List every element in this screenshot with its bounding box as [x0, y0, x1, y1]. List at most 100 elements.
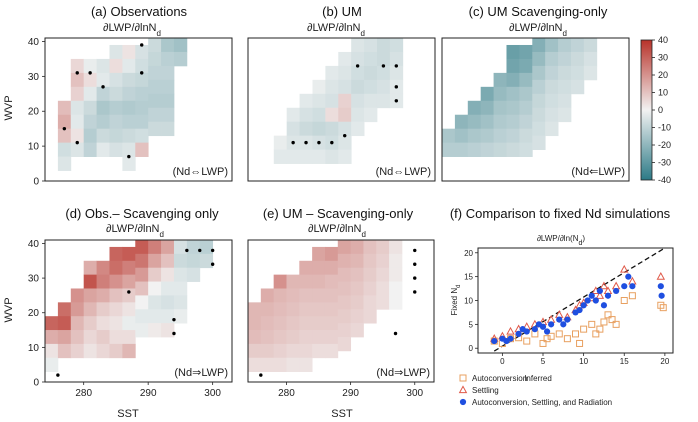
- panel-um: (b) UM ∂LWP/∂lnNd (Nd⇔LWP): [247, 4, 436, 182]
- heatmap-cells: [442, 38, 598, 157]
- heatmap-cell: [467, 100, 482, 116]
- heatmap-cell: [389, 240, 403, 255]
- heatmap-cell: [122, 128, 136, 144]
- significance-dot: [413, 290, 417, 294]
- significance-dot: [198, 248, 202, 253]
- x-tick-label: 20: [660, 357, 669, 366]
- data-point-circle: [576, 306, 583, 314]
- heatmap-cell: [286, 121, 300, 137]
- heatmap-cell: [109, 302, 123, 317]
- x-tick-label: 300: [406, 388, 423, 399]
- heatmap-cell: [338, 65, 352, 81]
- heatmap-cell: [350, 323, 364, 338]
- data-point-triangle: [620, 264, 629, 273]
- panel-title: (e) UM – Scavenging-only: [263, 206, 414, 221]
- heatmap-cell: [96, 142, 110, 157]
- heatmap-cell: [135, 72, 149, 88]
- heatmap-cell: [161, 79, 175, 95]
- y-tick-label: 0: [33, 378, 39, 389]
- heatmap-cell: [506, 44, 520, 60]
- heatmap-cell: [45, 357, 59, 373]
- heatmap-cell: [350, 281, 364, 296]
- annotation-label: (Nd⇒LWP): [376, 367, 430, 379]
- heatmap-cell: [83, 86, 97, 102]
- heatmap-cell: [70, 114, 85, 130]
- significance-dots: [259, 248, 417, 377]
- heatmap-cell: [109, 142, 123, 157]
- heatmap-cell: [70, 100, 85, 116]
- data-point-square: [659, 304, 667, 312]
- heatmap-cell: [389, 51, 404, 67]
- heatmap-cell: [161, 281, 175, 296]
- heatmap-cell: [83, 330, 97, 345]
- heatmap-cell: [57, 316, 72, 331]
- heatmap-cell: [83, 302, 97, 317]
- heatmap-cell: [583, 65, 598, 81]
- heatmap-cell: [299, 316, 313, 331]
- heatmap-cell: [109, 316, 123, 331]
- heatmap-cell: [148, 51, 162, 67]
- heatmap-cell: [376, 79, 391, 95]
- heatmap-cell: [148, 309, 162, 324]
- heatmap-cell: [273, 288, 287, 303]
- heatmap-cell: [389, 281, 403, 296]
- significance-dot: [101, 85, 105, 89]
- heatmap-cell: [324, 260, 339, 276]
- heatmap-cell: [83, 58, 97, 74]
- heatmap-cell: [96, 302, 110, 317]
- data-point-square: [604, 311, 612, 319]
- heatmap-cell: [337, 267, 352, 282]
- y-tick-label: 40: [28, 239, 40, 250]
- x-tick-label: 15: [620, 357, 629, 366]
- heatmap-cell: [312, 107, 326, 123]
- heatmap-cell: [324, 330, 339, 345]
- heatmap-cell: [96, 288, 110, 303]
- x-tick-labels: 0 5 10 15 20: [500, 353, 670, 366]
- data-point-circle: [523, 328, 530, 335]
- heatmap-cell: [583, 51, 598, 67]
- significance-dot: [394, 99, 399, 103]
- heatmap-cell: [260, 343, 275, 359]
- heatmap-cell: [109, 100, 123, 116]
- heatmap-cell: [545, 79, 559, 95]
- panel-fixed-nd-comparison: (f) Comparison to fixed Nd simulations ∂…: [450, 206, 674, 407]
- heatmap-cell: [364, 51, 378, 67]
- x-tick-label: 280: [75, 388, 92, 399]
- heatmap-cell: [545, 65, 559, 81]
- heatmap-cell: [83, 100, 97, 116]
- heatmap-cell: [519, 86, 533, 102]
- legend-marker-circle: [459, 398, 467, 406]
- heatmap-cell: [96, 260, 110, 276]
- heatmap-cell: [558, 107, 572, 123]
- heatmap-cell: [338, 121, 352, 137]
- significance-dot: [317, 140, 321, 145]
- heatmap-cell: [570, 38, 585, 53]
- significance-dot: [393, 331, 398, 336]
- heatmap-cell: [364, 93, 378, 109]
- heatmap-cell: [299, 288, 313, 303]
- heatmap-cell: [363, 295, 377, 310]
- heatmap-cell: [148, 295, 162, 310]
- heatmap-cell: [122, 302, 136, 317]
- data-point-triangle: [656, 271, 666, 280]
- heatmap-cell: [363, 267, 377, 282]
- y-tick-labels: 0 10 20 30 40: [28, 37, 45, 188]
- heatmap-cell: [545, 121, 559, 137]
- data-point-circle: [613, 287, 620, 295]
- heatmap-cell: [299, 302, 313, 317]
- heatmap-cell: [286, 149, 300, 164]
- heatmap-cell: [70, 86, 85, 102]
- heatmap-cell: [57, 156, 72, 171]
- heatmap-cell: [173, 267, 188, 282]
- data-point-circle: [604, 292, 612, 299]
- data-point-circle: [564, 316, 571, 323]
- heatmap-cell: [545, 38, 559, 53]
- heatmap-cell: [389, 253, 403, 269]
- annotation-label: (Nd⇔LWP): [173, 166, 228, 178]
- heatmap-cell: [148, 323, 162, 338]
- heatmap-cell: [299, 121, 313, 137]
- heatmap-cell: [109, 330, 123, 345]
- heatmap-cell: [161, 295, 175, 310]
- heatmap-cells: [248, 240, 403, 373]
- heatmap-cell: [338, 107, 352, 123]
